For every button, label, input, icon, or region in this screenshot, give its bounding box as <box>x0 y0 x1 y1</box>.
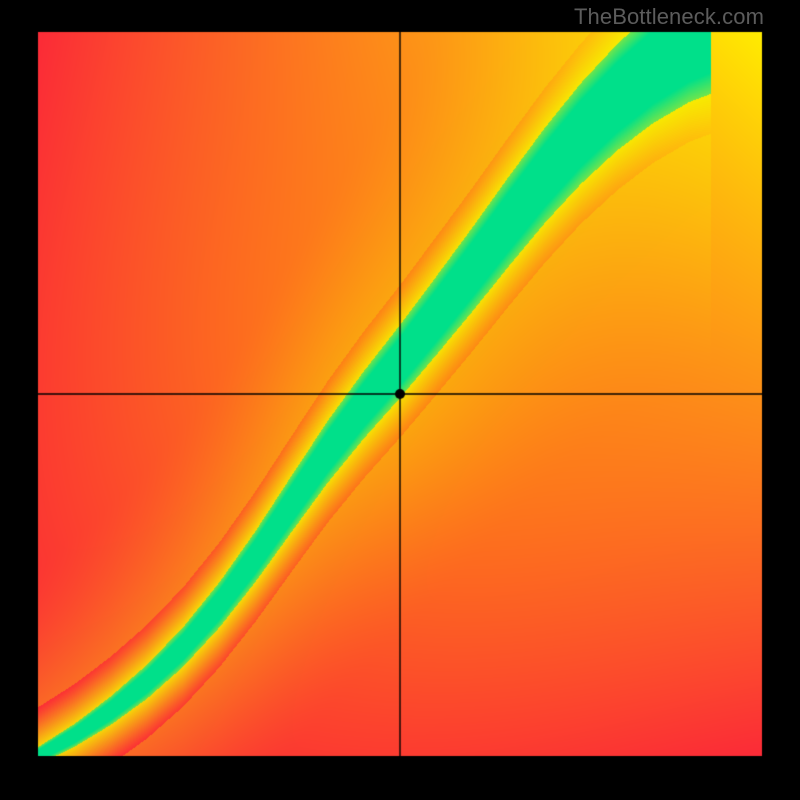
chart-container: { "canvas": { "width": 800, "height": 80… <box>0 0 800 800</box>
heatmap-canvas <box>0 0 800 800</box>
watermark-text: TheBottleneck.com <box>574 4 764 30</box>
